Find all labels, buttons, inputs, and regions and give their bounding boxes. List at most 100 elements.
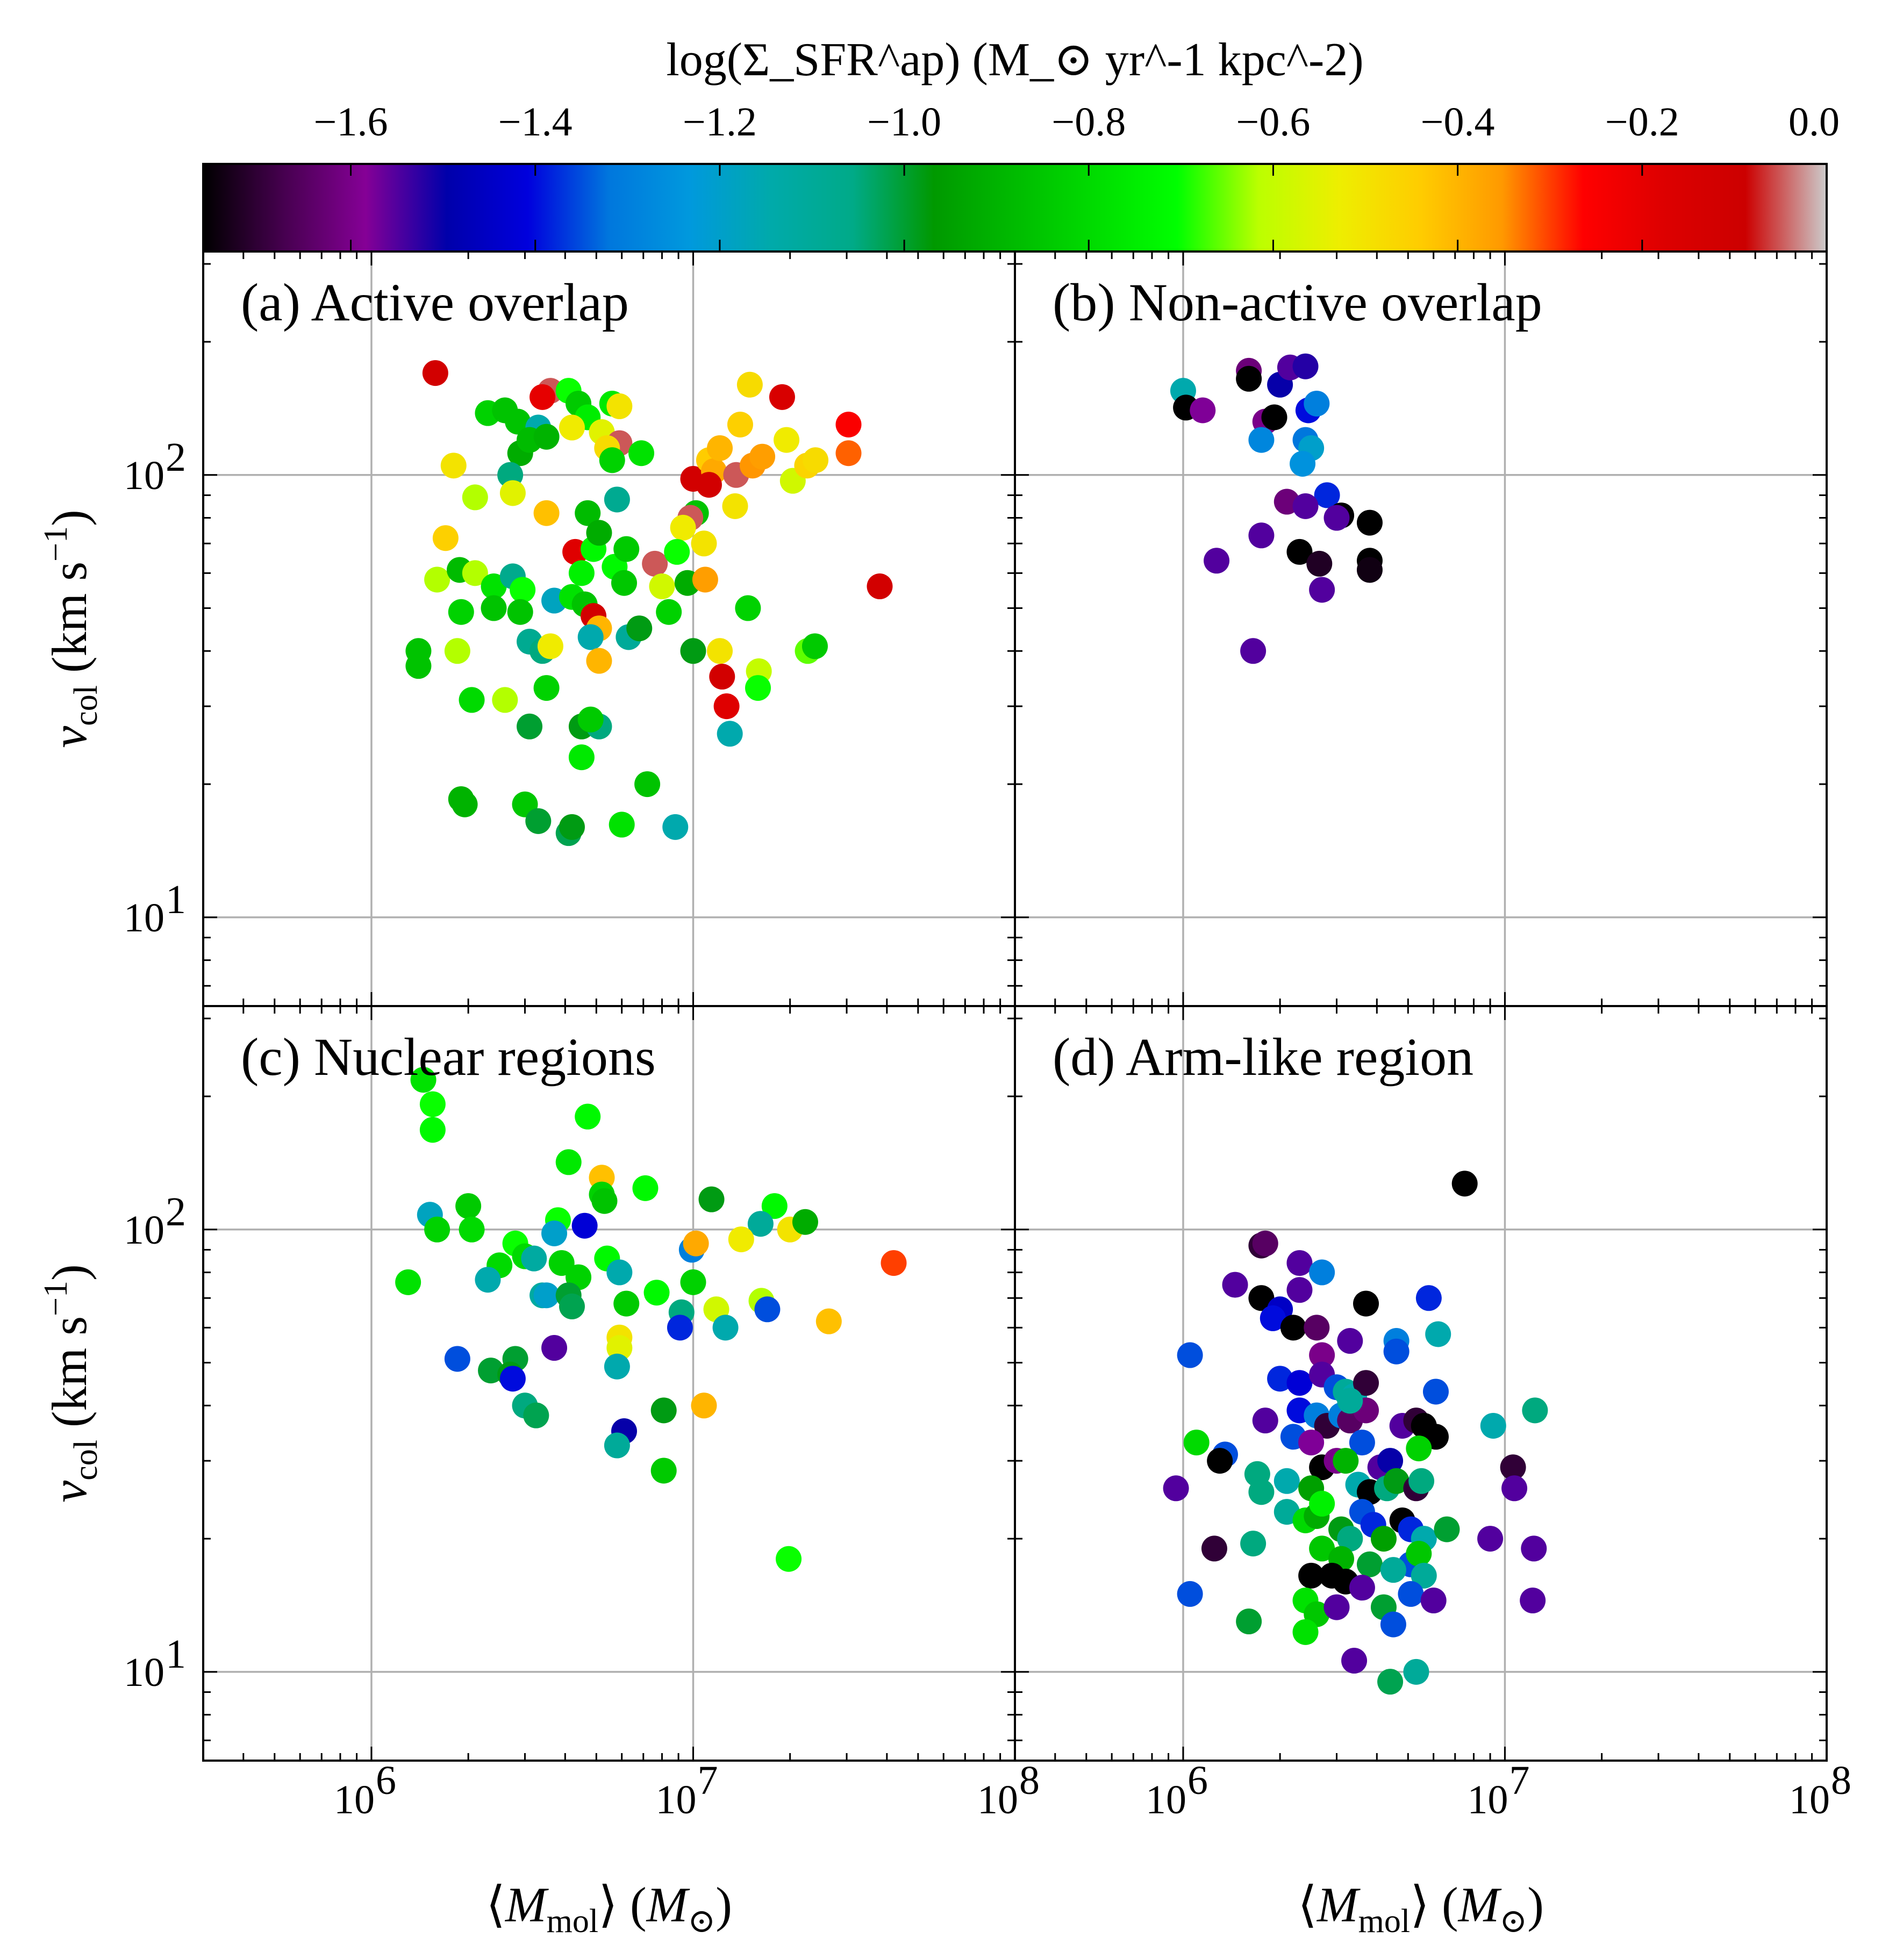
data-point <box>1183 1430 1210 1456</box>
data-point <box>1240 1531 1267 1557</box>
data-point <box>1480 1412 1506 1439</box>
plot-area <box>1015 1006 1827 1761</box>
data-point <box>462 484 488 511</box>
data-point <box>1290 450 1316 477</box>
data-point <box>1280 1315 1306 1341</box>
data-point <box>537 633 563 659</box>
data-point <box>1425 1321 1451 1347</box>
data-point <box>499 480 526 506</box>
data-point <box>1408 1468 1435 1494</box>
panel-title: (b) Non-active overlap <box>1053 272 1542 332</box>
colorbar-tick-label: 0.0 <box>1788 99 1840 145</box>
data-point <box>577 624 604 650</box>
colorbar-ticks <box>350 164 1828 252</box>
data-point <box>1222 1272 1248 1298</box>
data-point <box>525 808 552 834</box>
colorbar-tick-labels: −1.6 −1.4 −1.2 −1.0 −0.8 −0.6 −0.4 −0.2 0.0 <box>314 99 1840 145</box>
data-point <box>611 570 637 596</box>
data-point <box>628 440 655 466</box>
data-point <box>440 453 467 479</box>
y-tick-label: 10 <box>124 895 164 940</box>
data-point <box>1248 1479 1275 1505</box>
data-point <box>419 1091 446 1117</box>
data-point <box>815 1308 842 1334</box>
data-point <box>606 393 633 419</box>
data-point <box>1349 1575 1375 1601</box>
data-point <box>481 595 507 621</box>
data-point <box>1353 1370 1379 1396</box>
data-point <box>568 744 595 771</box>
data-point <box>541 1220 568 1246</box>
data-point <box>634 771 661 798</box>
x-tick-label-exponent: 7 <box>697 1758 718 1803</box>
x-tick-label-exponent: 8 <box>1831 1758 1851 1803</box>
data-point <box>707 435 733 461</box>
y-tick-label-exponent: 2 <box>166 435 186 480</box>
data-point <box>1380 1611 1406 1638</box>
data-point <box>1501 1475 1528 1502</box>
y-tick-label: 10 <box>124 1650 164 1695</box>
data-point <box>728 1226 754 1253</box>
colorbar-tick-label: −0.8 <box>1051 99 1126 145</box>
data-point <box>475 1267 501 1293</box>
data-point <box>1240 638 1267 664</box>
data-point <box>604 486 630 513</box>
data-point <box>533 500 560 526</box>
data-point <box>650 1458 677 1484</box>
data-point <box>662 814 689 840</box>
data-point <box>1292 353 1319 379</box>
data-point <box>717 721 743 747</box>
data-point <box>586 648 612 674</box>
x-axis-label-right: ⟨Mmol⟩ (M⊙) <box>1298 1877 1544 1940</box>
y-tick-label-exponent: 1 <box>166 1632 186 1677</box>
data-point <box>776 1546 802 1572</box>
data-point <box>1356 1551 1383 1577</box>
data-point <box>1323 1594 1350 1620</box>
data-point <box>1207 1448 1233 1474</box>
data-point <box>1286 539 1313 565</box>
data-point <box>792 1209 818 1235</box>
data-point <box>691 1392 717 1419</box>
data-point <box>609 812 635 838</box>
data-point <box>754 1296 781 1323</box>
data-point <box>691 530 717 557</box>
y-tick-label-exponent: 1 <box>166 877 186 922</box>
data-point <box>1292 1619 1319 1645</box>
data-point <box>533 423 560 450</box>
x-tick-label: 10 <box>1146 1777 1186 1822</box>
data-point <box>1177 1581 1203 1607</box>
data-point <box>410 1067 437 1093</box>
data-point <box>1420 1588 1447 1614</box>
colorbar-tick-label: −0.4 <box>1421 99 1495 145</box>
data-point <box>1163 1475 1189 1502</box>
data-point <box>692 566 718 593</box>
data-point <box>1177 1342 1203 1368</box>
panel-title: (a) Active overlap <box>241 272 629 332</box>
data-point <box>1286 1277 1313 1303</box>
data-point <box>459 1216 485 1243</box>
data-point <box>1260 1305 1286 1331</box>
data-point <box>419 1117 446 1143</box>
data-point <box>492 687 518 713</box>
data-point <box>459 687 485 713</box>
data-point <box>1406 1540 1432 1567</box>
data-point <box>1383 1468 1410 1494</box>
data-point <box>541 1335 568 1361</box>
data-point <box>586 520 612 546</box>
y-axis-label-top: vcol (km s−1) <box>38 509 104 748</box>
data-point <box>1309 1490 1335 1517</box>
data-point <box>1204 548 1230 574</box>
data-point <box>649 573 675 600</box>
data-point <box>599 447 625 473</box>
data-point <box>632 1175 659 1201</box>
data-point <box>533 1282 560 1309</box>
plot-frame <box>1014 1005 1828 1762</box>
data-point <box>395 1269 421 1295</box>
data-point <box>1309 577 1335 603</box>
data-point <box>1273 1468 1300 1494</box>
data-point <box>1337 1388 1363 1414</box>
